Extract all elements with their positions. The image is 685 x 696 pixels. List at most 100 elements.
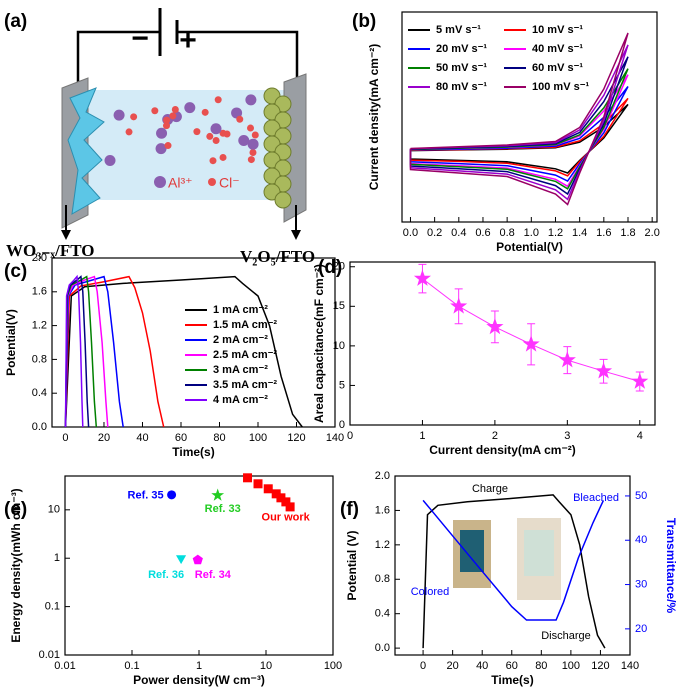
- series-line: [409, 56, 629, 196]
- x-tick-label: 20: [98, 432, 110, 444]
- x-tick-label: 2: [492, 430, 498, 442]
- x-tick-label: 3: [564, 430, 570, 442]
- marker: [243, 473, 253, 483]
- x-tick-label: 0: [347, 430, 353, 442]
- v2o5-electrode: [263, 87, 292, 209]
- x-axis-label: Time(s): [491, 673, 533, 687]
- y-tick-label: 0: [339, 419, 345, 431]
- x-tick-label: 120: [591, 660, 609, 672]
- annotation: Charge: [472, 483, 508, 495]
- arrow-head: [61, 230, 71, 240]
- marker: [176, 555, 187, 565]
- marker: [167, 490, 177, 500]
- y-axis-label: Current density(mA cm⁻²): [367, 44, 381, 191]
- panel-label: (e): [4, 499, 27, 520]
- y-tick-label: 1.2: [32, 320, 47, 332]
- cation-icon: [154, 176, 166, 188]
- point-label: Ref. 35: [128, 490, 164, 502]
- anion: [164, 142, 172, 150]
- x-tick-label: 100: [562, 660, 580, 672]
- arrow-head: [291, 230, 301, 240]
- x-tick-label: 140: [621, 660, 639, 672]
- point-label: Ref. 33: [205, 503, 241, 515]
- marker: [631, 372, 649, 389]
- wo3-electrode: [67, 87, 105, 215]
- marker: [595, 362, 613, 379]
- schematic: (a) − + Al³⁺ Cl⁻ WO₃₋ₓ/FTO V₂O₅/FTO: [4, 8, 315, 266]
- y-tick-label: 0.0: [375, 642, 390, 654]
- y-tick-label: 0.4: [32, 387, 47, 399]
- point-label: Ref. 34: [195, 569, 232, 581]
- v2o5-grain: [274, 191, 292, 209]
- y-tick-label: 0.01: [39, 649, 60, 661]
- left-electrode-label: WO₃₋ₓ/FTO: [6, 241, 95, 260]
- legend-label: 20 mV s⁻¹: [436, 43, 487, 55]
- anion-label: Cl⁻: [219, 175, 240, 191]
- x-tick-label: 80: [535, 660, 547, 672]
- y-tick-label: 0.8: [32, 353, 47, 365]
- cation: [210, 123, 222, 135]
- legend-label: 60 mV s⁻¹: [532, 62, 583, 74]
- marker: [271, 489, 281, 499]
- anion: [169, 112, 177, 120]
- anion: [236, 115, 244, 123]
- y2-tick-label: 30: [635, 578, 647, 590]
- right-electrode-label: V₂O₅/FTO: [240, 247, 315, 266]
- x-tick-label: 1.2: [548, 227, 563, 239]
- legend-label: 40 mV s⁻¹: [532, 43, 583, 55]
- photos: [453, 518, 561, 600]
- anion-icon: [208, 178, 216, 186]
- marker: [413, 269, 431, 286]
- panel-label: (a): [4, 11, 27, 32]
- point-label: Ref. 36: [148, 569, 184, 581]
- y-tick-label: 1: [54, 552, 60, 564]
- plot-frame: [51, 257, 336, 428]
- x-tick-label: 100: [324, 660, 342, 672]
- marker: [450, 297, 468, 314]
- x-tick-label: 40: [136, 432, 148, 444]
- cation: [155, 143, 167, 155]
- legend-label: 3 mA cm⁻²: [213, 364, 268, 376]
- x-axis-label: Current density(mA cm⁻²): [429, 443, 576, 457]
- series-line: [409, 68, 629, 190]
- x-tick-label: 0: [62, 432, 68, 444]
- anion: [206, 132, 214, 140]
- anion: [130, 113, 138, 121]
- film-colored: [460, 530, 484, 572]
- y-axis-label: Potential (V): [345, 530, 359, 600]
- annotation: Discharge: [541, 630, 591, 642]
- y-tick-label: 10: [333, 340, 345, 352]
- anion: [212, 137, 220, 145]
- x-tick-label: 1: [419, 430, 425, 442]
- y-tick-label: 0.8: [375, 573, 390, 585]
- anion: [219, 153, 227, 161]
- x-axis-label: Power density(W cm⁻³): [133, 673, 265, 687]
- plot-frame: [401, 11, 658, 223]
- y-tick-label: 5: [339, 379, 345, 391]
- panel-label: (b): [352, 11, 376, 32]
- cation: [238, 134, 250, 146]
- x-tick-label: 0.2: [427, 227, 442, 239]
- anion: [171, 106, 179, 114]
- series-line: [64, 275, 165, 428]
- x-tick-label: 80: [213, 432, 225, 444]
- series-line: [64, 274, 84, 428]
- x-tick-label: 2.0: [645, 227, 660, 239]
- x-axis-label: Time(s): [172, 445, 214, 459]
- marker: [486, 317, 504, 335]
- x-tick-label: 20: [447, 660, 459, 672]
- x-tick-label: 1: [196, 660, 202, 672]
- legend-label: 5 mV s⁻¹: [436, 24, 481, 36]
- cation: [231, 107, 243, 119]
- series-line: [409, 44, 629, 201]
- anion: [193, 128, 201, 136]
- anion: [247, 124, 255, 132]
- series-line: [64, 275, 109, 428]
- y-axis-label: Areal capacitance(mF cm⁻²): [312, 264, 326, 423]
- y-tick-label: 20: [333, 261, 345, 273]
- cation: [184, 102, 196, 114]
- legend-label: 1 mA cm⁻²: [213, 304, 268, 316]
- y2-tick-label: 20: [635, 623, 647, 635]
- anion: [163, 116, 171, 124]
